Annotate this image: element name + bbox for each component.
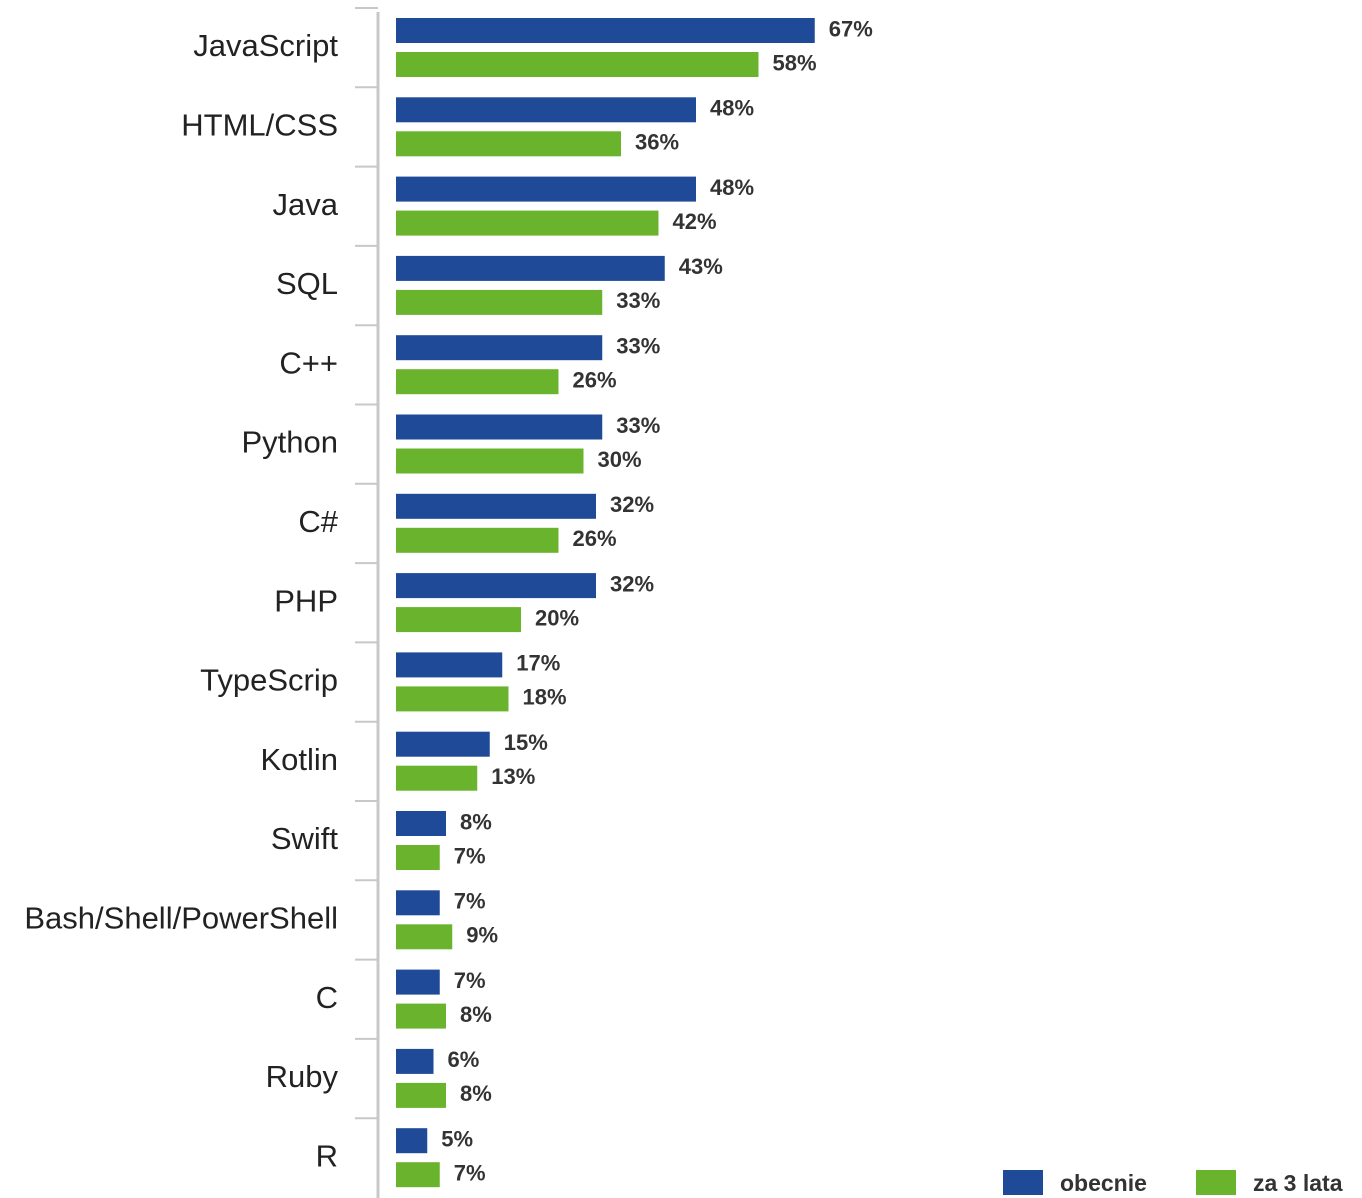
bar [396, 765, 478, 791]
bar [396, 969, 440, 995]
bar [396, 493, 596, 519]
bar [396, 573, 596, 599]
value-label: 58% [773, 50, 817, 75]
bar [396, 924, 453, 950]
bar [396, 1003, 446, 1029]
bar [396, 414, 603, 440]
bar [396, 255, 665, 281]
value-label: 7% [454, 843, 486, 868]
legend-label: za 3 lata [1253, 1170, 1343, 1196]
category-label: C# [298, 504, 338, 539]
value-label: 42% [673, 209, 717, 234]
value-label: 7% [454, 968, 486, 993]
bar [396, 1162, 440, 1188]
value-label: 15% [504, 730, 548, 755]
value-label: 33% [616, 413, 660, 438]
value-label: 33% [616, 288, 660, 313]
category-label: JavaScript [193, 28, 338, 63]
category-label: Bash/Shell/PowerShell [24, 900, 338, 935]
bar [396, 1082, 446, 1108]
bar [396, 289, 603, 315]
bar [396, 131, 621, 157]
value-label: 26% [573, 526, 617, 551]
value-label: 33% [616, 334, 660, 359]
bar [396, 448, 584, 474]
value-label: 18% [523, 685, 567, 710]
bar [396, 731, 490, 757]
value-label: 13% [491, 764, 535, 789]
bar [396, 97, 696, 123]
value-label: 7% [454, 1161, 486, 1186]
category-label: Python [241, 425, 338, 460]
bar [396, 845, 440, 870]
category-label: Kotlin [260, 742, 338, 777]
value-label: 6% [448, 1047, 480, 1072]
legend-swatch [1196, 1170, 1236, 1195]
category-label: SQL [276, 266, 338, 301]
bar [396, 52, 759, 77]
bar [396, 335, 603, 361]
category-label: Ruby [266, 1059, 339, 1094]
bar [396, 176, 696, 202]
category-label: TypeScrip [200, 663, 338, 698]
bar [396, 1128, 428, 1154]
bar [396, 607, 521, 633]
value-label: 8% [460, 1081, 492, 1106]
value-label: 8% [460, 809, 492, 834]
value-label: 43% [679, 254, 723, 279]
bar [396, 652, 503, 678]
value-label: 67% [829, 16, 873, 41]
value-label: 32% [610, 571, 654, 596]
value-label: 20% [535, 605, 579, 630]
value-label: 36% [635, 130, 679, 155]
value-label: 30% [598, 447, 642, 472]
legend-swatch [1003, 1170, 1043, 1195]
value-label: 48% [710, 175, 754, 200]
value-label: 9% [466, 923, 498, 948]
value-label: 26% [573, 368, 617, 393]
value-label: 5% [441, 1127, 473, 1152]
bar [396, 890, 440, 916]
value-label: 7% [454, 889, 486, 914]
category-label: Swift [271, 821, 339, 856]
bar [396, 1048, 434, 1074]
bar [396, 369, 559, 395]
value-label: 32% [610, 492, 654, 517]
category-label: PHP [274, 583, 338, 618]
category-label: R [316, 1138, 338, 1173]
category-label: Java [273, 187, 339, 222]
category-label: HTML/CSS [181, 107, 338, 142]
bar [396, 811, 446, 836]
bar [396, 527, 559, 553]
category-label: C++ [279, 345, 338, 380]
category-label: C [316, 980, 338, 1015]
value-label: 8% [460, 1002, 492, 1027]
value-label: 17% [516, 651, 560, 676]
value-label: 48% [710, 96, 754, 121]
bar [396, 210, 659, 236]
bar [396, 686, 509, 712]
bar [396, 18, 815, 43]
legend-label: obecnie [1060, 1170, 1147, 1196]
